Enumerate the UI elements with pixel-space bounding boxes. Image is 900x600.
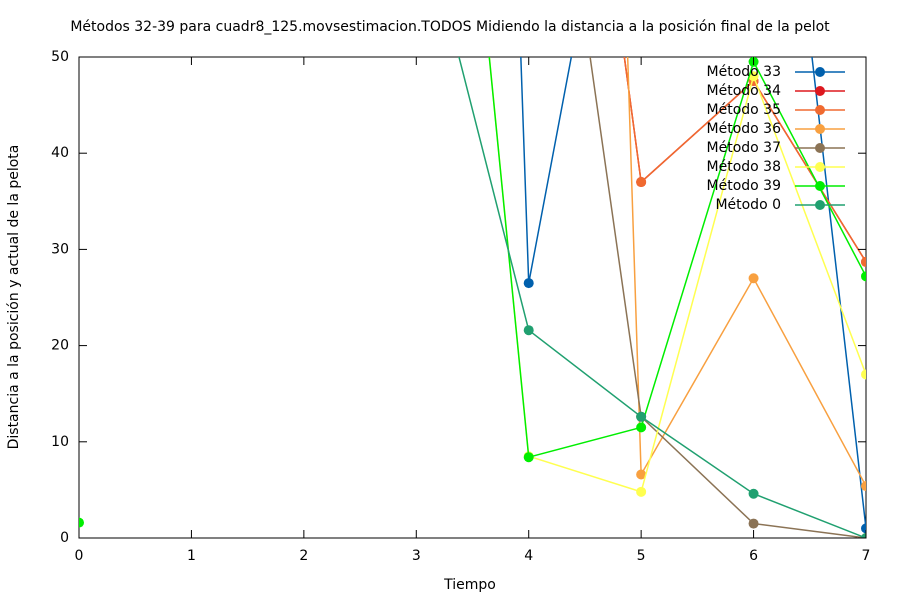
legend-label: Método 39 <box>707 178 781 194</box>
point <box>748 518 759 529</box>
point <box>748 488 759 499</box>
y-tick-label: 10 <box>51 434 69 450</box>
legend-label: Método 33 <box>707 64 781 80</box>
x-tick-label: 5 <box>637 548 646 564</box>
point <box>861 256 866 267</box>
y-tick-label: 30 <box>51 241 69 257</box>
y-tick-label: 0 <box>60 530 69 546</box>
series-line <box>626 57 866 487</box>
legend-label: Método 0 <box>715 197 781 213</box>
point <box>861 533 866 538</box>
series-line <box>589 57 866 538</box>
point <box>748 71 759 82</box>
point <box>523 325 534 336</box>
legend-label: Método 38 <box>707 159 781 175</box>
series-line <box>488 57 866 459</box>
y-tick-label: 20 <box>51 338 69 354</box>
legend-label: Método 36 <box>707 121 782 137</box>
point <box>636 422 647 433</box>
legend-marker <box>815 181 825 191</box>
point <box>636 411 647 422</box>
y-tick-label: 50 <box>51 49 69 65</box>
legend-marker <box>815 200 825 210</box>
legend-marker <box>815 162 825 172</box>
series-line <box>520 57 866 529</box>
x-tick-label: 6 <box>749 548 758 564</box>
plot-frame <box>78 56 867 539</box>
legend-label: Método 37 <box>707 140 781 156</box>
point <box>523 452 534 463</box>
point <box>861 369 866 380</box>
legend-label: Método 35 <box>707 102 781 118</box>
point <box>861 523 866 534</box>
legend-marker <box>815 67 825 77</box>
x-tick-label: 4 <box>524 548 533 564</box>
y-tick-label: 40 <box>51 145 69 161</box>
x-tick-label: 7 <box>862 548 871 564</box>
y-axis-label: Distancia a la posición y actual de la p… <box>6 145 22 450</box>
x-tick-label: 0 <box>75 548 84 564</box>
series-line <box>623 57 866 263</box>
point <box>636 486 647 497</box>
legend-label: Método 34 <box>707 83 782 99</box>
legend-marker <box>815 124 825 134</box>
x-tick-label: 3 <box>412 548 421 564</box>
point <box>861 481 866 492</box>
legend-marker <box>815 105 825 115</box>
point <box>861 271 866 282</box>
plot-area <box>79 57 866 538</box>
legend-marker <box>815 143 825 153</box>
x-tick-label: 2 <box>299 548 308 564</box>
point <box>79 517 84 528</box>
point <box>748 273 759 284</box>
x-tick-label: 1 <box>187 548 196 564</box>
point <box>636 469 647 480</box>
legend-marker <box>815 86 825 96</box>
chart-title: Métodos 32-39 para cuadr8_125.movsestima… <box>70 19 830 35</box>
point <box>636 177 647 188</box>
point <box>523 278 534 289</box>
x-axis-label: Tiempo <box>443 577 496 593</box>
